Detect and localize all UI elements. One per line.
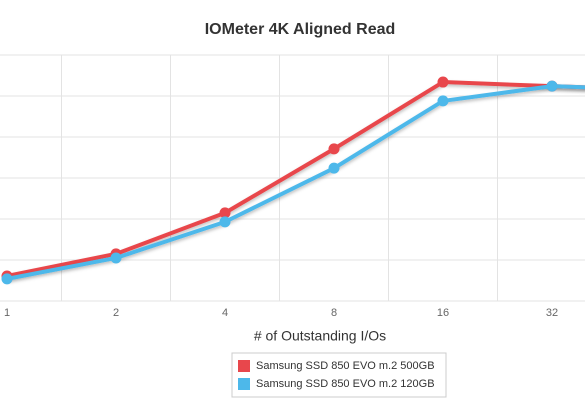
data-point bbox=[437, 95, 449, 107]
data-point bbox=[219, 216, 231, 228]
plot bbox=[1, 76, 585, 285]
x-tick-label: 1 bbox=[4, 307, 10, 319]
grid: 1 2 4 8 16 32 bbox=[0, 54, 585, 319]
data-point bbox=[110, 252, 122, 264]
legend-swatch bbox=[238, 360, 250, 372]
data-point bbox=[437, 76, 449, 88]
x-tick-label: 4 bbox=[222, 307, 228, 319]
x-tick-label: 32 bbox=[546, 307, 558, 319]
series-line bbox=[6, 80, 585, 278]
x-tick-label: 8 bbox=[331, 307, 337, 319]
legend-label: Samsung SSD 850 EVO m.2 120GB bbox=[256, 378, 435, 390]
legend-swatch bbox=[238, 378, 250, 390]
data-point bbox=[328, 162, 340, 174]
data-point bbox=[219, 207, 231, 219]
legend-box bbox=[231, 352, 447, 398]
x-tick-label: 16 bbox=[437, 307, 449, 319]
x-axis-title: # of Outstanding I/Os bbox=[254, 328, 386, 344]
data-point bbox=[546, 80, 558, 92]
data-point bbox=[1, 273, 13, 285]
legend-label: Samsung SSD 850 EVO m.2 500GB bbox=[256, 360, 435, 372]
legend: Samsung SSD 850 EVO m.2 500GB Samsung SSD… bbox=[231, 352, 447, 398]
data-point bbox=[328, 143, 340, 155]
x-tick-label: 2 bbox=[113, 307, 119, 319]
series-line bbox=[6, 84, 585, 281]
chart-title: IOMeter 4K Aligned Read bbox=[205, 21, 396, 38]
